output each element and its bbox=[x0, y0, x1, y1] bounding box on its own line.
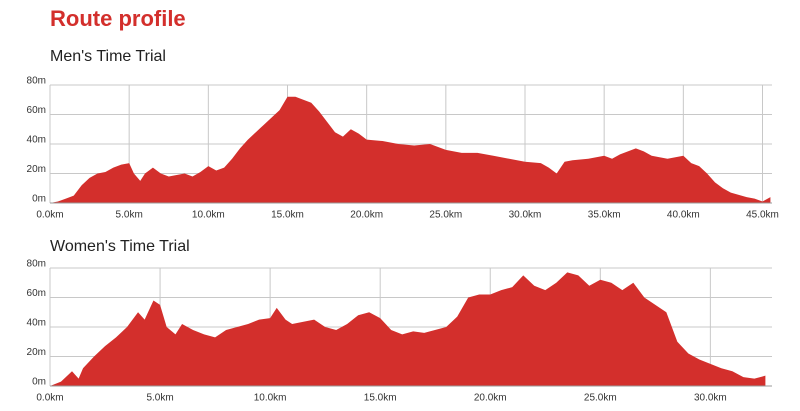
x-tick-label: 10.0km bbox=[254, 393, 287, 404]
x-tick-label: 30.0km bbox=[509, 210, 542, 221]
x-tick-label: 25.0km bbox=[584, 393, 617, 404]
x-tick-label: 5.0km bbox=[116, 210, 143, 221]
x-tick-label: 30.0km bbox=[694, 393, 727, 404]
x-tick-label: 5.0km bbox=[146, 393, 173, 404]
x-tick-label: 15.0km bbox=[271, 210, 304, 221]
y-tick-label: 0m bbox=[32, 377, 46, 388]
elevation-area bbox=[50, 96, 771, 203]
x-tick-label: 15.0km bbox=[364, 393, 397, 404]
elevation-area bbox=[50, 272, 766, 386]
y-tick-label: 0m bbox=[32, 194, 46, 205]
y-tick-label: 60m bbox=[27, 288, 46, 299]
x-tick-label: 40.0km bbox=[667, 210, 700, 221]
x-tick-label: 45.0km bbox=[746, 210, 779, 221]
x-tick-label: 20.0km bbox=[474, 393, 507, 404]
x-tick-label: 25.0km bbox=[429, 210, 462, 221]
y-tick-label: 80m bbox=[27, 76, 46, 87]
y-tick-label: 80m bbox=[27, 259, 46, 270]
x-tick-label: 10.0km bbox=[192, 210, 225, 221]
x-tick-label: 0.0km bbox=[36, 393, 63, 404]
y-tick-label: 20m bbox=[27, 347, 46, 358]
y-tick-label: 60m bbox=[27, 105, 46, 116]
y-tick-label: 40m bbox=[27, 318, 46, 329]
chart-subtitle: Women's Time Trial bbox=[50, 238, 190, 255]
chart-subtitle: Men's Time Trial bbox=[50, 48, 166, 65]
page-title: Route profile bbox=[50, 6, 186, 31]
y-tick-label: 40m bbox=[27, 135, 46, 146]
x-tick-label: 0.0km bbox=[36, 210, 63, 221]
x-tick-label: 20.0km bbox=[350, 210, 383, 221]
y-tick-label: 20m bbox=[27, 164, 46, 175]
x-tick-label: 35.0km bbox=[588, 210, 621, 221]
